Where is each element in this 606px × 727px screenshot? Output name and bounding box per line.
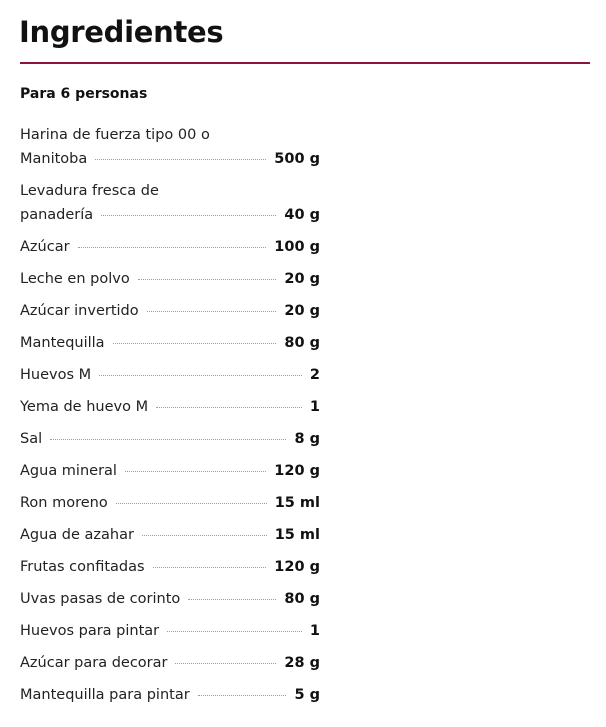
dotted-leader bbox=[101, 215, 277, 216]
ingredient-row: Yema de huevo M 1 bbox=[20, 395, 320, 419]
ingredient-row: Azúcar invertido 20 g bbox=[20, 299, 320, 323]
ingredient-name: panadería bbox=[20, 207, 94, 223]
ingredient-name: Leche en polvo bbox=[20, 271, 130, 287]
ingredient-item: Agua de azahar 15 ml bbox=[20, 523, 320, 547]
dotted-leader bbox=[112, 343, 277, 344]
ingredient-row: Frutas confitadas 120 g bbox=[20, 555, 320, 579]
ingredient-name: Huevos para pintar bbox=[20, 623, 160, 639]
dotted-leader bbox=[99, 375, 302, 376]
ingredient-name: Mantequilla bbox=[20, 335, 105, 351]
ingredient-item: Azúcar para decorar 28 g bbox=[20, 651, 320, 675]
ingredient-name: Huevos M bbox=[20, 367, 92, 383]
ingredient-quantity: 28 g bbox=[284, 655, 320, 671]
ingredient-name: Agua mineral bbox=[20, 463, 117, 479]
ingredient-row: Azúcar 100 g bbox=[20, 235, 320, 259]
ingredient-quantity: 2 bbox=[309, 367, 320, 383]
ingredient-item: Frutas confitadas 120 g bbox=[20, 555, 320, 579]
ingredient-row: Azúcar para decorar 28 g bbox=[20, 651, 320, 675]
ingredient-item: Levadura fresca de panadería 40 g bbox=[20, 179, 320, 227]
ingredient-item: Uvas pasas de corinto 80 g bbox=[20, 587, 320, 611]
ingredient-item: Yema de huevo M 1 bbox=[20, 395, 320, 419]
ingredient-item: Agua mineral 120 g bbox=[20, 459, 320, 483]
ingredient-name-line1: Harina de fuerza tipo 00 o bbox=[20, 127, 210, 143]
dotted-leader bbox=[115, 503, 267, 504]
dotted-leader bbox=[124, 471, 267, 472]
ingredient-quantity: 1 bbox=[309, 623, 320, 639]
ingredient-quantity: 40 g bbox=[284, 207, 320, 223]
dotted-leader bbox=[50, 439, 287, 440]
ingredient-name: Azúcar invertido bbox=[20, 303, 139, 319]
ingredient-name-line1: Levadura fresca de bbox=[20, 183, 159, 199]
ingredient-name: Uvas pasas de corinto bbox=[20, 591, 181, 607]
dotted-leader bbox=[156, 407, 302, 408]
dotted-leader bbox=[137, 279, 277, 280]
ingredient-quantity: 80 g bbox=[284, 591, 320, 607]
ingredient-quantity: 80 g bbox=[284, 335, 320, 351]
ingredient-quantity: 20 g bbox=[284, 271, 320, 287]
ingredient-quantity: 20 g bbox=[284, 303, 320, 319]
ingredient-item: Mantequilla 80 g bbox=[20, 331, 320, 355]
ingredient-quantity: 1 bbox=[309, 399, 320, 415]
ingredient-quantity: 120 g bbox=[274, 559, 320, 575]
ingredient-row: Sal 8 g bbox=[20, 427, 320, 451]
ingredient-item: Azúcar 100 g bbox=[20, 235, 320, 259]
ingredient-item: Sal 8 g bbox=[20, 427, 320, 451]
ingredient-quantity: 100 g bbox=[274, 239, 320, 255]
ingredient-quantity: 500 g bbox=[274, 151, 320, 167]
ingredient-name: Sal bbox=[20, 431, 43, 447]
ingredient-name: Ron moreno bbox=[20, 495, 108, 511]
ingredient-name: Frutas confitadas bbox=[20, 559, 145, 575]
dotted-leader bbox=[95, 159, 267, 160]
title-divider bbox=[20, 62, 590, 64]
ingredient-quantity: 15 ml bbox=[274, 527, 320, 543]
ingredient-row: Huevos M 2 bbox=[20, 363, 320, 387]
ingredient-item: Mantequilla para pintar 5 g bbox=[20, 683, 320, 707]
ingredient-item: Ron moreno 15 ml bbox=[20, 491, 320, 515]
ingredient-name: Mantequilla para pintar bbox=[20, 687, 190, 703]
ingredient-item: Harina de fuerza tipo 00 o Manitoba 500 g bbox=[20, 123, 320, 171]
ingredient-row: Agua de azahar 15 ml bbox=[20, 523, 320, 547]
dotted-leader bbox=[77, 247, 267, 248]
ingredient-row: panadería 40 g bbox=[20, 203, 320, 227]
dotted-leader bbox=[152, 567, 267, 568]
ingredient-row: Uvas pasas de corinto 80 g bbox=[20, 587, 320, 611]
ingredient-row: Huevos para pintar 1 bbox=[20, 619, 320, 643]
ingredient-name: Azúcar bbox=[20, 239, 70, 255]
dotted-leader bbox=[197, 695, 287, 696]
ingredient-row: Mantequilla 80 g bbox=[20, 331, 320, 355]
dotted-leader bbox=[188, 599, 277, 600]
ingredient-row: Leche en polvo 20 g bbox=[20, 267, 320, 291]
ingredient-row: Mantequilla para pintar 5 g bbox=[20, 683, 320, 707]
ingredient-name: Manitoba bbox=[20, 151, 88, 167]
ingredient-item: Azúcar invertido 20 g bbox=[20, 299, 320, 323]
dotted-leader bbox=[167, 631, 302, 632]
ingredient-row: Agua mineral 120 g bbox=[20, 459, 320, 483]
ingredient-name: Azúcar para decorar bbox=[20, 655, 168, 671]
ingredient-quantity: 5 g bbox=[294, 687, 320, 703]
ingredient-quantity: 15 ml bbox=[274, 495, 320, 511]
dotted-leader bbox=[146, 311, 277, 312]
ingredient-name: Agua de azahar bbox=[20, 527, 134, 543]
ingredient-row: Manitoba 500 g bbox=[20, 147, 320, 171]
dotted-leader bbox=[141, 535, 267, 536]
ingredient-quantity: 8 g bbox=[294, 431, 320, 447]
dotted-leader bbox=[175, 663, 277, 664]
ingredient-name: Yema de huevo M bbox=[20, 399, 149, 415]
ingredient-row: Ron moreno 15 ml bbox=[20, 491, 320, 515]
ingredient-item: Huevos M 2 bbox=[20, 363, 320, 387]
page-title: Ingredientes bbox=[19, 15, 224, 49]
ingredient-quantity: 120 g bbox=[274, 463, 320, 479]
ingredient-item: Leche en polvo 20 g bbox=[20, 267, 320, 291]
ingredient-item: Huevos para pintar 1 bbox=[20, 619, 320, 643]
servings-label: Para 6 personas bbox=[20, 86, 148, 102]
